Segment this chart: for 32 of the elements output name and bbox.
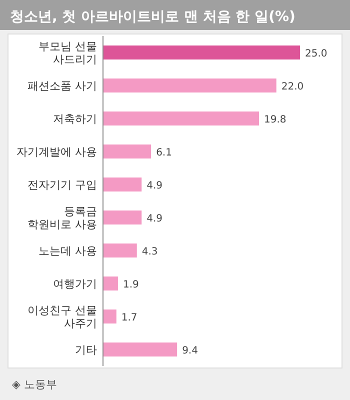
- data-label: 22.0: [281, 82, 304, 92]
- data-label: 25.0: [305, 48, 328, 60]
- y-tick-label: 여행가기: [53, 278, 97, 290]
- data-label: 6.1: [156, 148, 172, 158]
- y-tick-label: 자기계발에 사용: [16, 146, 97, 158]
- data-label: 19.8: [264, 114, 286, 126]
- y-tick-label: 패션소품 사기: [28, 80, 97, 92]
- y-tick-label: 등록금 학원비로 사용: [28, 205, 97, 231]
- bar: [103, 342, 178, 356]
- y-tick-label: 기타: [75, 344, 97, 356]
- data-label: 1.7: [121, 312, 138, 324]
- bar: [103, 144, 152, 158]
- text: ◈ 노동부: [12, 378, 57, 391]
- data-label: 4.3: [142, 246, 158, 258]
- bar: [103, 310, 116, 324]
- bar: [103, 112, 260, 126]
- bar: [103, 178, 142, 192]
- data-label: 4.9: [146, 214, 163, 224]
- y-tick-label: 저축하기: [53, 112, 97, 126]
- bar: [103, 78, 276, 92]
- chart-title: 청소년, 첫 아르바이트비로 맨 처음 한 일(%): [10, 9, 296, 25]
- data-label: 1.9: [122, 280, 139, 290]
- y-tick-label: 전자기기 구입: [28, 178, 97, 192]
- bar: [103, 244, 137, 258]
- y-tick-label: 노는데 사용: [38, 244, 97, 258]
- bar: [103, 276, 118, 290]
- y-tick-label: 이성친구 선물 사주기: [28, 304, 97, 330]
- data-label: 9.4: [182, 346, 198, 356]
- bar: [103, 46, 300, 60]
- bar: [103, 210, 142, 224]
- data-label: 4.9: [146, 180, 163, 192]
- y-tick-label: 부모님 선물 사드리기: [38, 40, 97, 66]
